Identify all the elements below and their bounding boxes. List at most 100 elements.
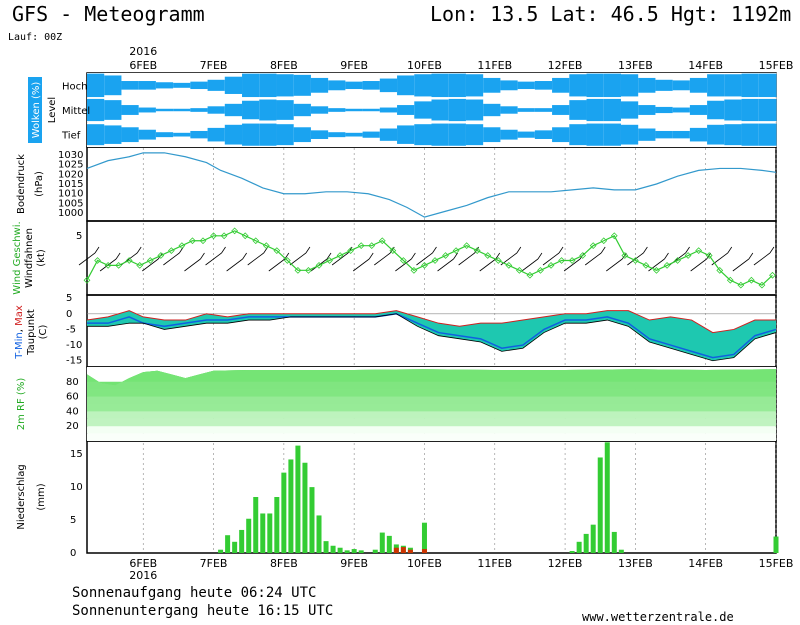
- cloud-cell: [638, 105, 656, 115]
- year-label-bottom: 2016: [129, 569, 157, 582]
- wind-point: [558, 257, 565, 264]
- x-tick-label-bottom: 13FEB: [618, 557, 653, 570]
- x-tick-label-bottom: 14FEB: [688, 557, 723, 570]
- precip-bar: [232, 541, 238, 553]
- cloud-cell: [345, 108, 364, 112]
- cloud-cell: [242, 73, 260, 98]
- precip-unit-label: (mm): [36, 483, 47, 510]
- x-tick-label-top: 8FEB: [270, 59, 298, 72]
- cloud-cell: [465, 99, 484, 121]
- precip-bar-other: [400, 547, 406, 553]
- cloud-cell: [276, 74, 295, 97]
- cloud-cell: [620, 124, 639, 145]
- wind-barb: [205, 252, 222, 266]
- cloud-cell: [534, 130, 553, 139]
- cloud-cell: [448, 73, 467, 98]
- wind-point: [378, 237, 386, 245]
- x-tick-label-top: 7FEB: [200, 59, 228, 72]
- wind-barb: [247, 252, 264, 266]
- wind-point: [505, 262, 513, 269]
- cloud-cell: [620, 74, 639, 97]
- cloud-cell: [121, 81, 140, 90]
- wind-point: [537, 266, 544, 274]
- cloud-cell: [603, 73, 622, 98]
- cloud-cell: [362, 108, 381, 112]
- precip-bar: [316, 515, 322, 553]
- cloud-cell: [379, 78, 398, 93]
- precip-bar-other: [421, 549, 427, 553]
- pressure-unit-label: (hPa): [34, 171, 45, 197]
- wind-point: [83, 276, 91, 284]
- precip-bar: [576, 541, 582, 553]
- wind-point: [526, 271, 534, 279]
- cloud-cell: [397, 105, 415, 115]
- pressure-tick-label: 1020: [58, 169, 83, 180]
- wind-barb: [458, 252, 475, 266]
- cloud-cell: [500, 106, 519, 114]
- wind-barb-flag: [664, 252, 669, 260]
- cloud-cell: [414, 74, 432, 97]
- wind-point: [705, 252, 713, 259]
- cloud-cell: [586, 98, 605, 122]
- x-tick-label-bottom: 11FEB: [477, 557, 512, 570]
- precip-bar: [246, 518, 252, 553]
- cloud-cell: [741, 123, 760, 146]
- x-tick-label-top: 6FEB: [129, 59, 157, 72]
- temp-axis-label: T-Min, Max: [14, 305, 25, 360]
- cloud-cell: [310, 130, 329, 139]
- cloud-cell: [173, 132, 191, 137]
- cloud-cell: [707, 74, 725, 97]
- cloud-cell: [517, 131, 536, 138]
- rh-band: [87, 426, 776, 434]
- wind-barb-label: Windfahnen: [24, 228, 35, 288]
- panel-frame: [86, 440, 777, 554]
- wind-point: [494, 257, 502, 264]
- cloud-cell: [655, 130, 674, 139]
- wind-point: [115, 262, 123, 269]
- cloud-cell: [104, 75, 122, 96]
- wind-barb: [437, 258, 454, 272]
- wind-point: [252, 237, 260, 245]
- wind-barb: [479, 258, 496, 272]
- cloud-cell: [121, 127, 140, 143]
- cloud-cell: [603, 98, 622, 122]
- x-tick-label-top: 15FEB: [759, 59, 794, 72]
- cloud-cell: [379, 107, 398, 113]
- wind-barb-flag: [94, 246, 100, 254]
- precip-bar: [295, 445, 301, 553]
- wind-barb: [753, 252, 771, 266]
- cloud-cell: [655, 106, 674, 114]
- precip-bar: [611, 531, 617, 553]
- cloud-cell: [242, 100, 260, 120]
- cloud-cell: [724, 74, 743, 97]
- cloud-cell: [689, 77, 708, 93]
- cloud-cell: [155, 82, 174, 89]
- cloud-cell: [345, 81, 364, 90]
- wind-point: [653, 266, 660, 274]
- cloud-cell: [672, 107, 691, 113]
- cloud-cell: [121, 105, 140, 115]
- wind-point: [484, 252, 492, 259]
- precip-bar: [302, 462, 308, 553]
- wind-barb-flag: [748, 252, 754, 260]
- cloud-cell: [224, 124, 243, 145]
- wind-barb: [352, 258, 370, 272]
- cloud-cell: [259, 73, 277, 98]
- precip-bar: [583, 533, 589, 553]
- wind-point: [769, 271, 776, 279]
- wind-point: [621, 252, 629, 259]
- wind-point: [189, 237, 196, 245]
- precip-bar: [421, 522, 427, 553]
- precip-bar: [597, 457, 603, 553]
- wind-barb-flag: [136, 246, 142, 254]
- precip-tick-label: 5: [70, 515, 76, 526]
- wind-tick-label: 5: [76, 231, 82, 242]
- wind-barb-flag: [516, 246, 522, 254]
- precip-bar: [288, 459, 294, 553]
- cloud-cell: [569, 124, 588, 146]
- t-max-line: [86, 310, 776, 334]
- wind-barb: [542, 252, 560, 266]
- cloud-cell: [672, 130, 691, 139]
- wind-point: [305, 266, 312, 274]
- wind-point: [579, 252, 587, 259]
